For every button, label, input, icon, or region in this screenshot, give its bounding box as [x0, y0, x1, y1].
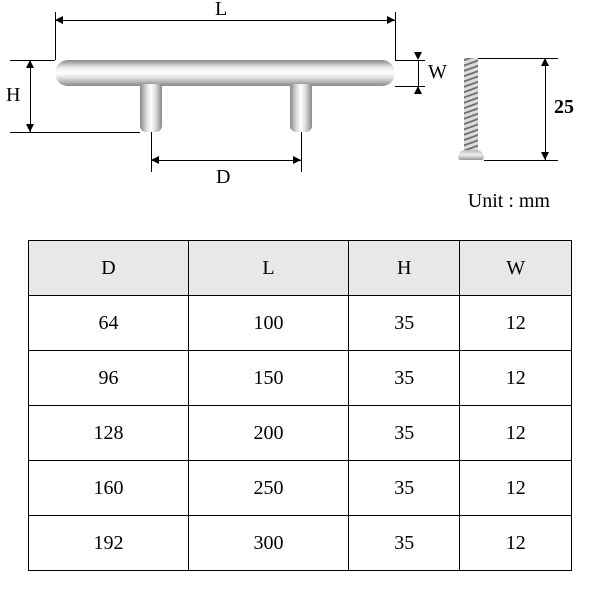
col-header: L	[188, 241, 348, 296]
arrow-icon	[541, 152, 549, 160]
arrow-icon	[55, 16, 63, 24]
table-cell: 35	[348, 516, 460, 571]
table-cell: 300	[188, 516, 348, 571]
dim-extent-line	[10, 132, 140, 133]
arrow-icon	[26, 124, 34, 132]
table-cell: 35	[348, 406, 460, 461]
dim-line-screw	[545, 58, 546, 160]
table-cell: 192	[29, 516, 189, 571]
dimension-diagram: L W H D 25 Unit : mm	[0, 0, 600, 230]
table-cell: 35	[348, 461, 460, 516]
table-cell: 200	[188, 406, 348, 461]
table-cell: 12	[460, 461, 572, 516]
dimension-table: D L H W 64100351296150351212820035121602…	[28, 240, 572, 571]
dim-extent-line	[484, 160, 558, 161]
table-cell: 12	[460, 406, 572, 461]
arrow-icon	[414, 86, 422, 94]
dim-extent-line	[151, 132, 152, 172]
dim-extent-line	[395, 12, 396, 60]
table-cell: 100	[188, 296, 348, 351]
arrow-icon	[541, 58, 549, 66]
table-cell: 12	[460, 296, 572, 351]
dim-extent-line	[301, 132, 302, 172]
col-header: H	[348, 241, 460, 296]
table-cell: 250	[188, 461, 348, 516]
table-cell: 150	[188, 351, 348, 406]
table-cell: 35	[348, 296, 460, 351]
table-cell: 64	[29, 296, 189, 351]
size-table: D L H W 64100351296150351212820035121602…	[28, 240, 572, 571]
label-W: W	[428, 61, 447, 84]
table-cell: 12	[460, 516, 572, 571]
table-cell: 128	[29, 406, 189, 461]
arrow-icon	[414, 52, 422, 60]
dim-line-H	[30, 60, 31, 132]
table-cell: 35	[348, 351, 460, 406]
label-L: L	[215, 0, 227, 21]
table-cell: 12	[460, 351, 572, 406]
table-header-row: D L H W	[29, 241, 572, 296]
col-header: W	[460, 241, 572, 296]
label-H: H	[6, 84, 20, 107]
table-cell: 160	[29, 461, 189, 516]
table-cell: 96	[29, 351, 189, 406]
table-row: 1282003512	[29, 406, 572, 461]
label-screw-length: 25	[554, 96, 574, 119]
table-row: 1923003512	[29, 516, 572, 571]
dim-line-D	[151, 160, 301, 161]
screw-head	[458, 150, 484, 160]
handle-leg	[290, 84, 312, 132]
table-row: 1602503512	[29, 461, 572, 516]
arrow-icon	[387, 16, 395, 24]
col-header: D	[29, 241, 189, 296]
label-D: D	[216, 166, 230, 189]
handle-bar	[55, 60, 395, 86]
arrow-icon	[293, 156, 301, 164]
arrow-icon	[26, 60, 34, 68]
handle-leg	[140, 84, 162, 132]
screw-shaft	[464, 58, 478, 152]
table-row: 641003512	[29, 296, 572, 351]
unit-label: Unit : mm	[468, 190, 550, 213]
arrow-icon	[151, 156, 159, 164]
dim-extent-line	[395, 60, 425, 61]
dim-line-W	[418, 60, 419, 86]
table-row: 961503512	[29, 351, 572, 406]
